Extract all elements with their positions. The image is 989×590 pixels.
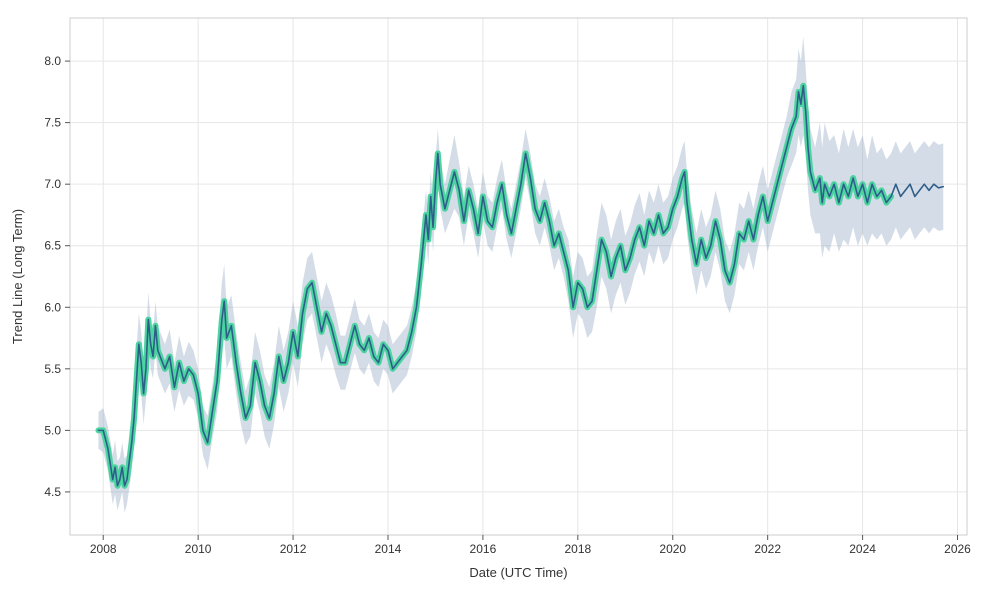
x-tick-label: 2022 bbox=[754, 542, 781, 556]
y-tick-label: 4.5 bbox=[44, 485, 61, 499]
chart-svg: 2008 2010 2012 2014 2016 2018 2020 2022 2024 2026… bbox=[0, 0, 989, 590]
x-tick-label: 2012 bbox=[280, 542, 307, 556]
y-tick-label: 5.0 bbox=[44, 423, 61, 437]
y-tick-label: 7.5 bbox=[44, 116, 61, 130]
y-tick-label: 7.0 bbox=[44, 177, 61, 191]
x-tick-label: 2010 bbox=[185, 542, 212, 556]
x-tick-label: 2024 bbox=[849, 542, 876, 556]
x-tick-label: 2020 bbox=[659, 542, 686, 556]
x-tick-label: 2018 bbox=[564, 542, 591, 556]
trend-chart: 2008 2010 2012 2014 2016 2018 2020 2022 2024 2026… bbox=[0, 0, 989, 590]
y-tick-label: 6.5 bbox=[44, 239, 61, 253]
x-tick-label: 2026 bbox=[944, 542, 971, 556]
y-tick-label: 8.0 bbox=[44, 54, 61, 68]
x-axis-label: Date (UTC Time) bbox=[469, 565, 567, 580]
y-axis-label: Trend Line (Long Term) bbox=[10, 209, 25, 344]
x-tick-label: 2008 bbox=[90, 542, 117, 556]
x-tick-label: 2016 bbox=[470, 542, 497, 556]
y-tick-label: 5.5 bbox=[44, 362, 61, 376]
x-tick-label: 2014 bbox=[375, 542, 402, 556]
y-tick-label: 6.0 bbox=[44, 300, 61, 314]
